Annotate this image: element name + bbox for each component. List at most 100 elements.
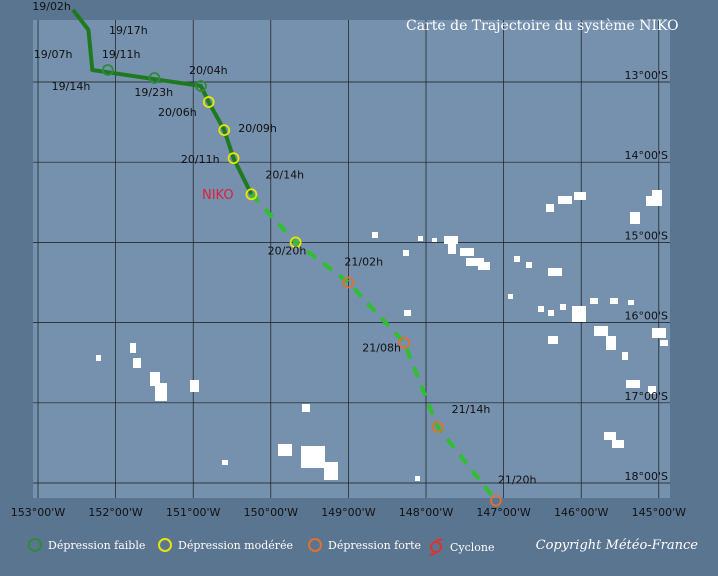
track-time-label: 19/17h bbox=[109, 24, 148, 37]
cyclone-track bbox=[71, 8, 502, 507]
island bbox=[222, 460, 228, 465]
latitude-tick-label: 15°00'S bbox=[624, 229, 668, 242]
island bbox=[155, 383, 167, 401]
depression-moderee-icon bbox=[158, 538, 172, 552]
track-time-label: 21/08h bbox=[362, 342, 401, 355]
island bbox=[574, 192, 586, 200]
island bbox=[594, 326, 608, 336]
island bbox=[652, 328, 666, 338]
latitude-tick-label: 13°00'S bbox=[624, 69, 668, 82]
copyright: Copyright Météo-France bbox=[535, 538, 698, 553]
island bbox=[404, 310, 411, 316]
track-point-moderee bbox=[202, 96, 215, 108]
track-time-label: 19/11h bbox=[102, 48, 141, 61]
island bbox=[278, 444, 292, 456]
track-point-moderee bbox=[227, 152, 240, 165]
legend-label-cyclone: Cyclone bbox=[450, 540, 495, 554]
island bbox=[548, 336, 558, 344]
longitude-tick-label: 147°00'W bbox=[476, 506, 531, 519]
track-point-moderee bbox=[289, 236, 302, 249]
map-title: Carte de Trajectoire du système NIKO bbox=[406, 18, 679, 34]
legend-item-cyclone: Cyclone bbox=[428, 538, 495, 556]
island bbox=[572, 306, 586, 322]
island bbox=[403, 250, 409, 256]
island bbox=[648, 386, 656, 394]
track-time-label: 19/02h bbox=[32, 0, 71, 13]
island bbox=[418, 236, 423, 241]
longitude-tick-label: 149°00'W bbox=[321, 506, 376, 519]
island bbox=[432, 238, 437, 242]
island bbox=[612, 440, 624, 448]
track-time-label: 21/20h bbox=[498, 474, 537, 487]
island bbox=[606, 336, 616, 350]
longitude-tick-label: 150°00'W bbox=[244, 506, 299, 519]
longitude-tick-label: 153°00'W bbox=[11, 506, 66, 519]
longitude-tick-label: 146°00'W bbox=[554, 506, 609, 519]
track-point-faible bbox=[148, 72, 161, 84]
island bbox=[96, 355, 101, 361]
island bbox=[622, 352, 628, 360]
axis-labels: 153°00'W 152°00'W 151°00'W 150°00'W 149°00'W… bbox=[11, 69, 686, 519]
track-point-moderee bbox=[245, 188, 258, 201]
track-point-forte bbox=[398, 336, 411, 349]
longitude-tick-label: 151°00'W bbox=[166, 506, 221, 519]
track-time-label: 20/14h bbox=[265, 168, 304, 181]
island bbox=[590, 298, 598, 304]
legend-label-faible: Dépression faible bbox=[48, 538, 146, 552]
island bbox=[646, 196, 662, 206]
track-point-forte bbox=[342, 276, 355, 289]
island bbox=[130, 343, 136, 353]
islands bbox=[96, 190, 668, 481]
track-time-label: 21/14h bbox=[452, 403, 491, 416]
legend-label-forte: Dépression forte bbox=[328, 538, 422, 552]
island bbox=[526, 262, 532, 268]
latitude-tick-label: 16°00'S bbox=[624, 310, 668, 323]
track-time-label: 19/07h bbox=[34, 48, 73, 61]
island bbox=[460, 248, 474, 256]
grid-lines bbox=[33, 20, 670, 498]
track-time-labels: 19/02h 19/17h 19/07h 19/14h 19/11h 19/23h 20/0… bbox=[32, 0, 536, 487]
island bbox=[546, 204, 554, 212]
track-point-faible bbox=[195, 80, 207, 92]
legend-item-forte: Dépression forte bbox=[308, 538, 421, 552]
legend-item-moderee: Dépression modérée bbox=[158, 538, 293, 552]
island bbox=[514, 256, 520, 262]
depression-forte-icon bbox=[308, 538, 322, 552]
island bbox=[466, 258, 484, 266]
island bbox=[626, 380, 640, 388]
island bbox=[150, 372, 160, 386]
depression-faible-icon bbox=[28, 538, 42, 552]
island bbox=[324, 462, 338, 480]
island bbox=[604, 432, 616, 440]
island bbox=[448, 244, 456, 254]
island bbox=[302, 404, 310, 412]
track-time-label: 20/11h bbox=[181, 153, 220, 166]
track-point-moderee bbox=[218, 124, 231, 137]
island bbox=[548, 310, 554, 316]
track-time-label: 20/06h bbox=[158, 106, 197, 119]
island bbox=[508, 294, 513, 299]
track-point-faible bbox=[101, 64, 114, 76]
latitude-tick-label: 17°00'S bbox=[624, 390, 668, 403]
longitude-tick-label: 152°00'W bbox=[88, 506, 143, 519]
island bbox=[415, 476, 420, 481]
island bbox=[548, 268, 562, 276]
track-time-label: 20/20h bbox=[268, 244, 307, 257]
island bbox=[610, 298, 618, 304]
legend-label-moderee: Dépression modérée bbox=[178, 538, 294, 552]
track-time-label: 19/14h bbox=[52, 80, 91, 93]
island bbox=[301, 446, 325, 468]
island bbox=[478, 262, 490, 270]
island bbox=[558, 196, 572, 204]
island bbox=[538, 306, 544, 312]
cyclone-icon bbox=[429, 538, 443, 556]
track-time-label: 19/23h bbox=[134, 86, 173, 99]
island bbox=[444, 236, 458, 244]
track-time-label: 20/04h bbox=[189, 64, 228, 77]
track-point-forte bbox=[489, 494, 502, 507]
ocean bbox=[33, 20, 670, 498]
legend-item-faible: Dépression faible bbox=[28, 538, 145, 552]
legend: Dépression faible Dépression modérée Dép… bbox=[24, 538, 714, 560]
